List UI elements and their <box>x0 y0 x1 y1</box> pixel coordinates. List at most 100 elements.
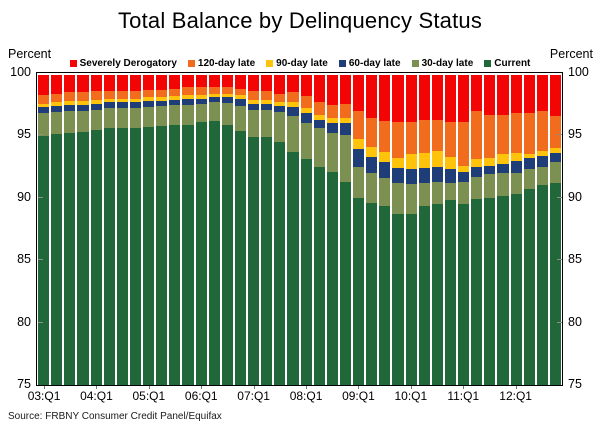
stacked-bar <box>221 75 233 385</box>
bar-segment <box>156 97 168 102</box>
bar-segment <box>405 154 417 170</box>
stacked-bar <box>116 75 128 385</box>
bar-segment <box>77 132 89 385</box>
legend-item: 30-day late <box>411 57 474 69</box>
y-tick-mark <box>556 259 562 261</box>
stacked-bar <box>287 75 299 385</box>
bar-segment <box>510 75 522 114</box>
legend-swatch-icon <box>484 59 492 67</box>
legend-swatch-icon <box>266 59 274 67</box>
bar-segment <box>156 101 168 106</box>
bar-segment <box>143 75 155 90</box>
bar-segment <box>234 98 246 106</box>
y-tick-label: 95 <box>568 127 582 142</box>
stacked-bar <box>90 75 102 385</box>
bar-segment <box>431 181 443 204</box>
bar-segment <box>431 203 443 385</box>
bar-segment <box>458 181 470 204</box>
bar-segment <box>208 93 220 98</box>
bar-segment <box>51 93 63 103</box>
bar-segment <box>353 149 365 167</box>
bar-segment <box>248 91 260 100</box>
bar-segment <box>549 115 561 149</box>
bar-segment <box>549 182 561 385</box>
bar-segment <box>208 87 220 94</box>
bar-segment <box>221 97 233 104</box>
bar-segment <box>366 146 378 157</box>
bar-segment <box>221 93 233 98</box>
bar-segment <box>392 75 404 123</box>
bar-segment <box>182 87 194 95</box>
bar-segment <box>431 166 443 182</box>
bar-segment <box>458 171 470 182</box>
stacked-bar <box>248 75 260 385</box>
plot-area <box>36 72 563 386</box>
stacked-bar <box>444 75 456 385</box>
bar-segment <box>116 98 128 103</box>
x-tick-mark <box>96 386 98 389</box>
bar-segment <box>182 124 194 385</box>
bar-segment <box>300 75 312 97</box>
bar-segment <box>64 75 76 93</box>
bar-segment <box>261 103 273 110</box>
bar-segment <box>274 105 286 113</box>
stacked-bar <box>510 75 522 385</box>
bar-segment <box>103 102 115 109</box>
bar-segment <box>313 75 325 103</box>
bar-segment <box>90 99 102 104</box>
bar-segment <box>195 103 207 123</box>
bar-segment <box>248 103 260 110</box>
x-tick-label: 07:Q1 <box>237 389 270 403</box>
bar-segment <box>103 128 115 385</box>
bar-segment <box>510 172 522 195</box>
bar-segment <box>77 101 89 105</box>
bar-segment <box>392 167 404 183</box>
y-tick-label: 80 <box>17 314 31 329</box>
legend-swatch-icon <box>187 59 195 67</box>
bar-segment <box>444 122 456 157</box>
bar-segment <box>458 122 470 166</box>
legend-swatch-icon <box>69 59 77 67</box>
bar-segment <box>103 98 115 103</box>
legend-label: 30-day late <box>421 57 474 69</box>
bar-segment <box>339 103 351 119</box>
bar-segment <box>261 75 273 92</box>
y-tick-label: 95 <box>17 127 31 142</box>
bar-segment <box>195 94 207 99</box>
bar-segment <box>536 166 548 186</box>
bar-segment <box>143 89 155 98</box>
y-tick-label: 80 <box>568 314 582 329</box>
bar-segment <box>64 110 76 134</box>
bar-segment <box>274 141 286 385</box>
bar-segment <box>195 122 207 385</box>
legend-item: 120-day late <box>187 58 255 69</box>
bar-segment <box>90 109 102 130</box>
bar-segment <box>77 110 89 133</box>
bar-segment <box>248 99 260 104</box>
bar-segment <box>234 88 246 95</box>
bar-segment <box>274 75 286 94</box>
stacked-bar <box>38 75 50 385</box>
bar-segment <box>510 194 522 385</box>
bar-segment <box>143 101 155 108</box>
x-tick-label: 10:Q1 <box>394 389 428 403</box>
bar-segment <box>156 89 168 98</box>
legend-swatch-icon <box>411 59 419 67</box>
bar-segment <box>484 158 496 166</box>
bar-segment <box>444 200 456 385</box>
bar-segment <box>261 91 273 100</box>
bar-segment <box>182 94 194 99</box>
bar-segment <box>51 105 63 113</box>
bar-segment <box>379 151 391 162</box>
bar-segment <box>156 105 168 126</box>
y-tick-label: 75 <box>17 377 31 391</box>
y-tick-mark <box>556 321 562 323</box>
bar-segment <box>326 118 338 124</box>
bar-segment <box>116 75 128 92</box>
bar-segment <box>77 104 89 111</box>
x-tick-label: 09:Q1 <box>342 389 375 403</box>
stacked-bar <box>405 75 417 385</box>
stacked-bar <box>536 75 548 385</box>
bar-segment <box>392 122 404 159</box>
x-tick-mark <box>306 386 308 389</box>
